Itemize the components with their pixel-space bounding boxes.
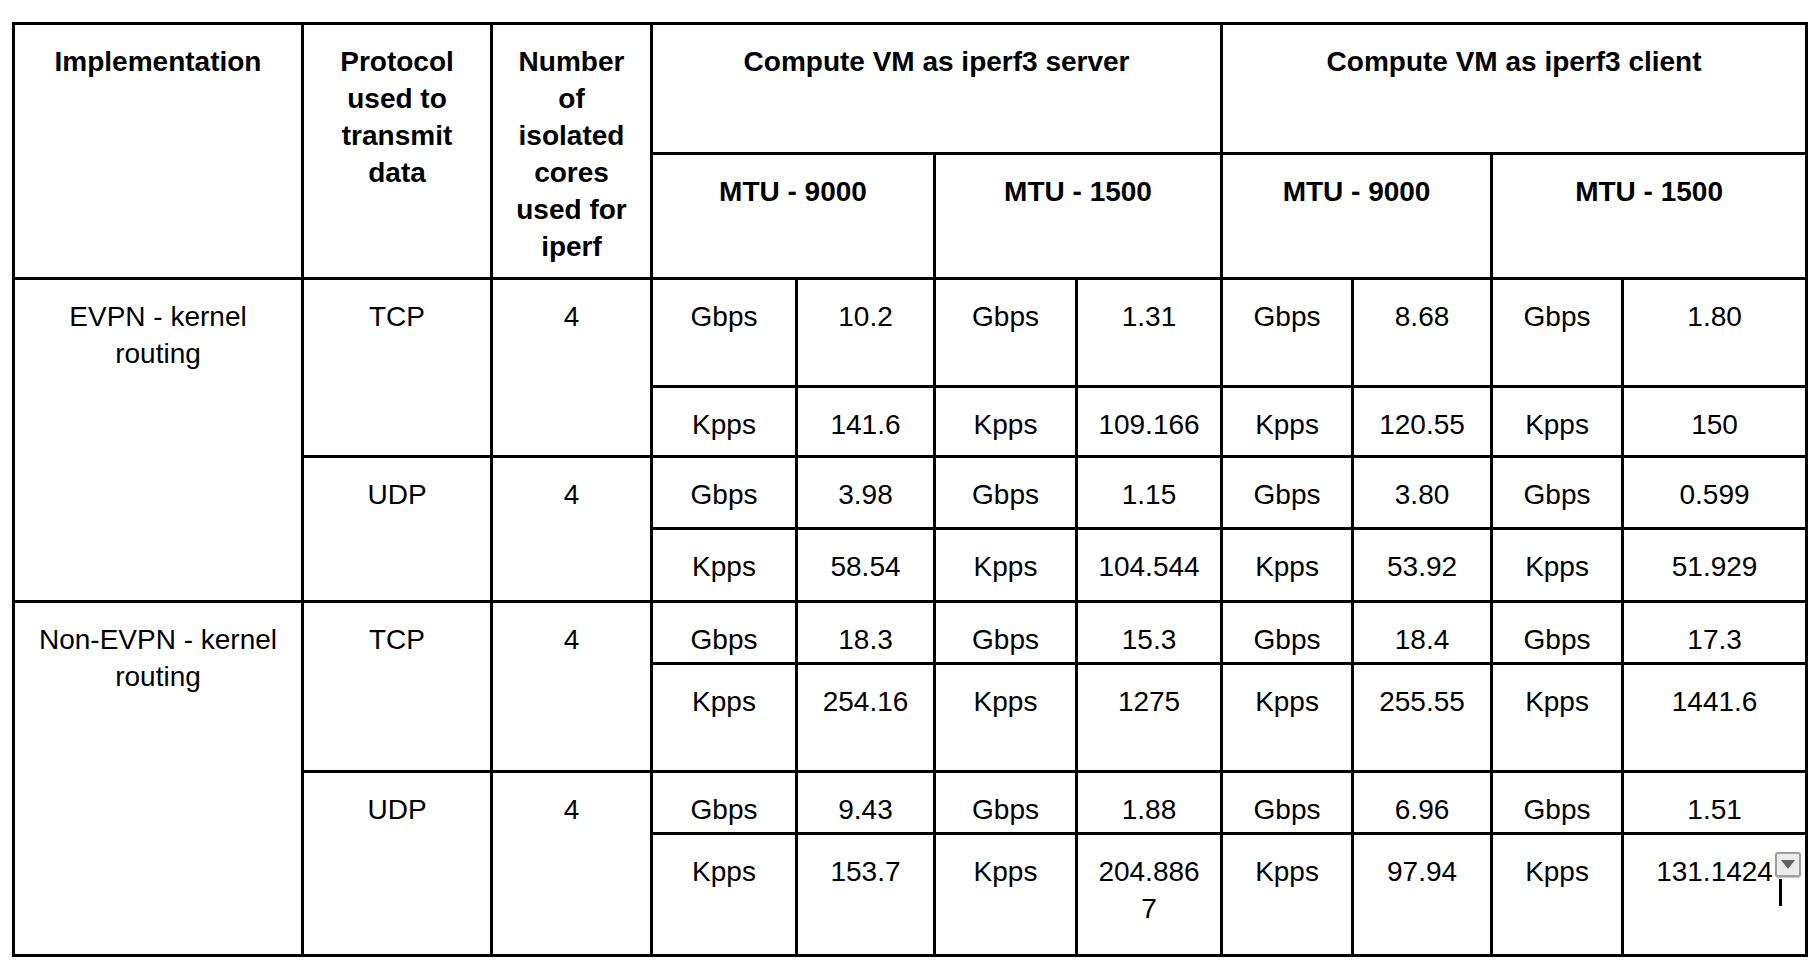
unit-cell[interactable]: Kpps (652, 664, 797, 772)
implementation-cell[interactable]: EVPN - kernel routing (14, 279, 303, 602)
value-cell[interactable]: 1275 (1077, 664, 1222, 772)
unit-cell[interactable]: Kpps (1222, 834, 1353, 956)
value-cell[interactable]: 51.929 (1623, 529, 1807, 602)
unit-cell[interactable]: Kpps (1492, 834, 1623, 956)
protocol-cell[interactable]: TCP (303, 279, 492, 457)
unit-cell[interactable]: Kpps (935, 387, 1077, 457)
unit-cell[interactable]: Kpps (935, 529, 1077, 602)
value-cell[interactable]: 255.55 (1353, 664, 1492, 772)
value-cell[interactable]: 1441.6 (1623, 664, 1807, 772)
unit-cell[interactable]: Gbps (935, 772, 1077, 834)
chevron-down-icon (1781, 860, 1795, 869)
value-cell[interactable]: 15.3 (1077, 602, 1222, 664)
unit-cell[interactable]: Gbps (1222, 457, 1353, 529)
value-cell[interactable]: 53.92 (1353, 529, 1492, 602)
document-canvas: Implementation Protocol used to transmit… (0, 0, 1820, 978)
unit-cell[interactable]: Gbps (652, 772, 797, 834)
value-cell[interactable]: 3.98 (797, 457, 935, 529)
unit-cell[interactable]: Kpps (1222, 664, 1353, 772)
value-cell[interactable]: 17.3 (1623, 602, 1807, 664)
unit-cell[interactable]: Gbps (1492, 279, 1623, 387)
unit-cell[interactable]: Gbps (1492, 602, 1623, 664)
value-cell[interactable]: 141.6 (797, 387, 935, 457)
unit-cell[interactable]: Kpps (935, 664, 1077, 772)
unit-cell[interactable]: Kpps (935, 834, 1077, 956)
value-cell[interactable]: 1.51 (1623, 772, 1807, 834)
unit-cell[interactable]: Gbps (1492, 457, 1623, 529)
value-cell[interactable]: 9.43 (797, 772, 935, 834)
value-cell[interactable]: 58.54 (797, 529, 935, 602)
unit-cell[interactable]: Kpps (652, 387, 797, 457)
unit-cell[interactable]: Kpps (1222, 387, 1353, 457)
group-header-server[interactable]: Compute VM as iperf3 server (652, 24, 1222, 154)
unit-cell[interactable]: Gbps (652, 602, 797, 664)
value-cell[interactable]: 204.8867 (1077, 834, 1222, 956)
value-cell[interactable]: 97.94 (1353, 834, 1492, 956)
unit-cell[interactable]: Kpps (652, 834, 797, 956)
value-cell[interactable]: 153.7 (797, 834, 935, 956)
value-cell[interactable]: 18.4 (1353, 602, 1492, 664)
value-cell[interactable]: 0.599 (1623, 457, 1807, 529)
text-cursor (1779, 879, 1782, 906)
value-cell[interactable]: 109.166 (1077, 387, 1222, 457)
unit-cell[interactable]: Gbps (935, 457, 1077, 529)
col-header-cores[interactable]: Number of isolated cores used for iperf (492, 24, 652, 279)
value-cell[interactable]: 104.544 (1077, 529, 1222, 602)
value-cell[interactable]: 1.88 (1077, 772, 1222, 834)
unit-cell[interactable]: Gbps (652, 457, 797, 529)
value-cell[interactable]: 1.80 (1623, 279, 1807, 387)
unit-cell[interactable]: Gbps (1222, 772, 1353, 834)
cores-cell[interactable]: 4 (492, 457, 652, 602)
mtu-header-server-1500[interactable]: MTU - 1500 (935, 154, 1222, 279)
unit-cell[interactable]: Gbps (652, 279, 797, 387)
table-dropdown-button[interactable] (1775, 852, 1801, 877)
cores-cell[interactable]: 4 (492, 602, 652, 772)
value-cell[interactable]: 3.80 (1353, 457, 1492, 529)
mtu-header-client-1500[interactable]: MTU - 1500 (1492, 154, 1807, 279)
value-cell[interactable]: 1.31 (1077, 279, 1222, 387)
value-cell[interactable]: 18.3 (797, 602, 935, 664)
cores-cell[interactable]: 4 (492, 772, 652, 956)
value-cell[interactable]: 6.96 (1353, 772, 1492, 834)
cores-cell[interactable]: 4 (492, 279, 652, 457)
mtu-header-server-9000[interactable]: MTU - 9000 (652, 154, 935, 279)
value-cell[interactable]: 254.16 (797, 664, 935, 772)
col-header-implementation[interactable]: Implementation (14, 24, 303, 279)
unit-cell[interactable]: Kpps (652, 529, 797, 602)
unit-cell[interactable]: Gbps (935, 602, 1077, 664)
value-cell[interactable]: 120.55 (1353, 387, 1492, 457)
mtu-header-client-9000[interactable]: MTU - 9000 (1222, 154, 1492, 279)
group-header-client[interactable]: Compute VM as iperf3 client (1222, 24, 1807, 154)
value-cell[interactable]: 8.68 (1353, 279, 1492, 387)
value-cell[interactable]: 10.2 (797, 279, 935, 387)
unit-cell[interactable]: Kpps (1492, 387, 1623, 457)
implementation-cell[interactable]: Non-EVPN - kernel routing (14, 602, 303, 956)
col-header-protocol[interactable]: Protocol used to transmit data (303, 24, 492, 279)
unit-cell[interactable]: Gbps (935, 279, 1077, 387)
value-cell[interactable]: 1.15 (1077, 457, 1222, 529)
protocol-cell[interactable]: UDP (303, 457, 492, 602)
unit-cell[interactable]: Gbps (1222, 602, 1353, 664)
value-cell[interactable]: 150 (1623, 387, 1807, 457)
unit-cell[interactable]: Gbps (1222, 279, 1353, 387)
protocol-cell[interactable]: UDP (303, 772, 492, 956)
unit-cell[interactable]: Kpps (1222, 529, 1353, 602)
unit-cell[interactable]: Kpps (1492, 664, 1623, 772)
unit-cell[interactable]: Kpps (1492, 529, 1623, 602)
iperf-results-table: Implementation Protocol used to transmit… (12, 22, 1808, 957)
unit-cell[interactable]: Gbps (1492, 772, 1623, 834)
protocol-cell[interactable]: TCP (303, 602, 492, 772)
